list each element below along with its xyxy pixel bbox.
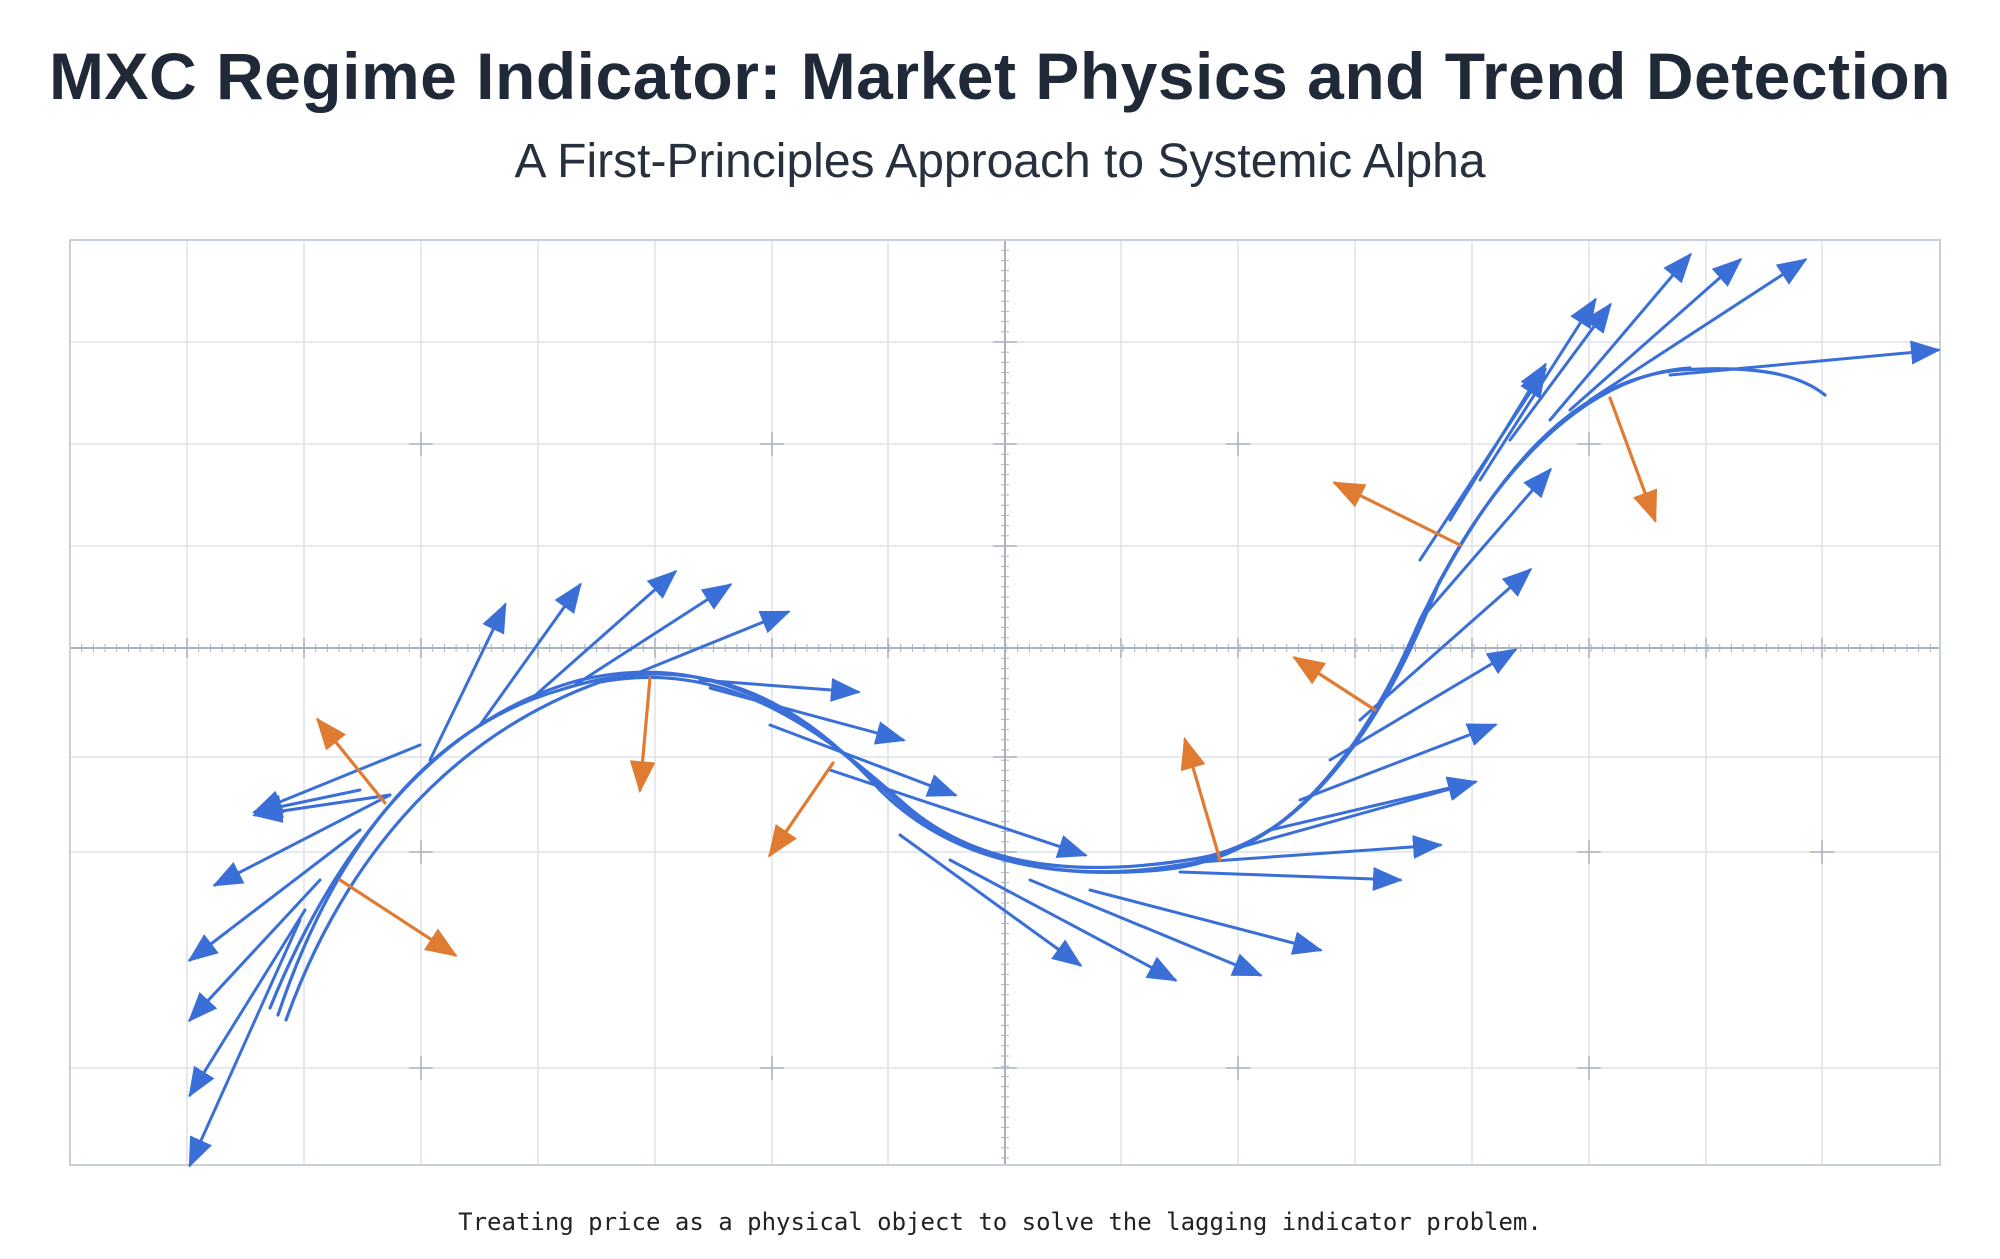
velocity-arrow: [1088, 888, 1323, 955]
trend-curve-strand: [276, 367, 1827, 1017]
velocity-arrow: [708, 686, 906, 745]
velocity-arrow: [528, 570, 678, 702]
velocity-arrow: [1668, 340, 1941, 377]
velocity-arrow: [187, 828, 362, 962]
velocity-arrow: [187, 878, 322, 1023]
force-arrow: [768, 761, 835, 858]
velocity-arrow: [768, 723, 958, 797]
velocity-arrow: [1448, 362, 1547, 522]
force-arrow: [1608, 396, 1658, 524]
velocity-arrow: [1298, 723, 1498, 802]
velocity-arrow: [252, 743, 422, 814]
trend-curve-strand: [268, 366, 1692, 1010]
force-vectors: [315, 396, 1658, 957]
trend-curve-strand: [284, 578, 1442, 1022]
velocity-arrow: [1548, 252, 1692, 422]
axes: [69, 239, 1941, 1166]
velocity-arrow: [1588, 258, 1808, 402]
crosshair-marks: [409, 432, 1834, 1080]
velocity-arrow: [1228, 777, 1478, 852]
force-arrow: [338, 878, 458, 957]
force-arrow: [1292, 656, 1377, 712]
velocity-arrow: [1028, 878, 1263, 977]
page-subtitle: A First-Principles Approach to Systemic …: [514, 135, 1486, 188]
force-arrow: [1180, 736, 1222, 862]
velocity-arrow: [898, 833, 1083, 967]
velocity-arrow: [188, 908, 307, 1098]
velocity-arrow: [1478, 297, 1597, 482]
velocity-arrow: [1198, 834, 1443, 864]
velocity-arrow: [1358, 568, 1533, 722]
force-arrow: [315, 717, 387, 805]
velocity-arrow: [948, 858, 1178, 982]
velocity-arrow: [638, 610, 791, 674]
velocity-arrow: [1178, 867, 1403, 892]
velocity-arrow: [1268, 776, 1478, 832]
velocity-arrow: [212, 793, 392, 887]
velocity-arrow: [828, 768, 1088, 858]
force-arrow: [629, 676, 656, 794]
velocity-arrow: [1508, 302, 1612, 442]
velocity-arrow: [478, 582, 582, 727]
caption: Treating price as a physical object to s…: [458, 1208, 1542, 1236]
page-title: MXC Regime Indicator: Market Physics and…: [48, 39, 1952, 113]
velocity-arrow: [573, 583, 733, 687]
velocity-arrow: [1328, 648, 1518, 762]
velocity-vectors: [187, 252, 1941, 1168]
force-arrow: [1332, 481, 1462, 547]
velocity-arrow: [1568, 258, 1743, 412]
plot-frame: [69, 239, 1941, 1166]
velocity-arrow: [188, 918, 302, 1168]
velocity-arrow: [698, 677, 861, 702]
velocity-arrow: [428, 602, 507, 762]
velocity-arrow: [1418, 467, 1552, 622]
